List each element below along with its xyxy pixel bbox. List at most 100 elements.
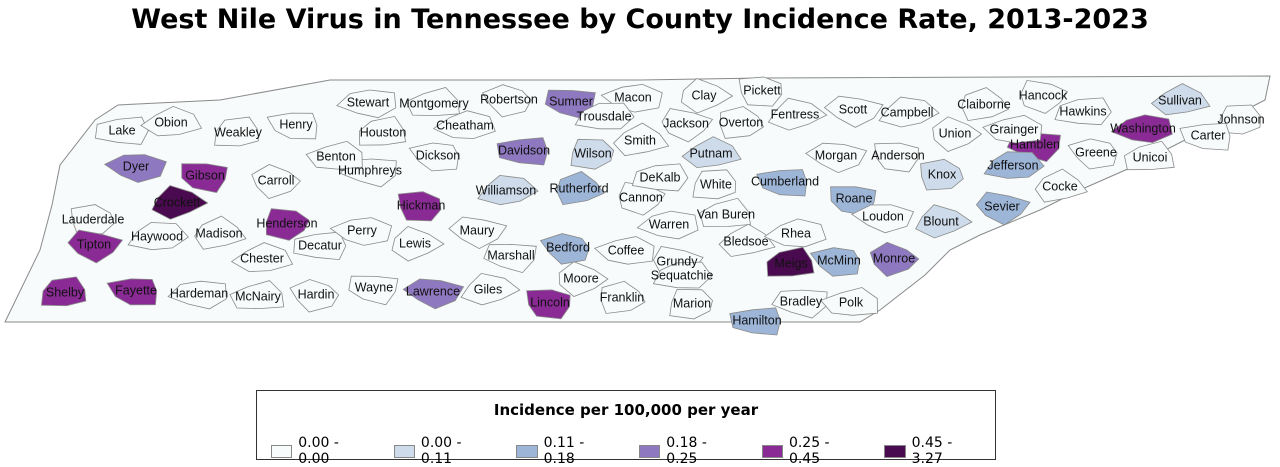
- county-label-fayette: Fayette: [115, 283, 157, 297]
- county-label-rutherford: Rutherford: [549, 181, 608, 195]
- county-label-lewis: Lewis: [399, 236, 431, 250]
- county-warren: [636, 210, 699, 240]
- county-label-unicoi: Unicoi: [1133, 150, 1168, 164]
- county-label-anderson: Anderson: [871, 148, 925, 162]
- legend-swatch: [393, 444, 415, 458]
- county-greene: [1067, 138, 1118, 170]
- county-label-union: Union: [939, 126, 972, 140]
- county-anderson: [874, 142, 919, 173]
- county-label-bedford: Bedford: [546, 240, 590, 254]
- county-dekalb: [631, 163, 689, 192]
- legend-label: 0.18 - 0.25: [666, 435, 707, 467]
- county-label-wayne: Wayne: [355, 280, 393, 294]
- county-label-jackson: Jackson: [663, 116, 709, 130]
- county-sequatchie: [652, 261, 713, 289]
- county-morgan: [805, 142, 868, 174]
- county-label-roane: Roane: [836, 191, 873, 205]
- county-dyer: [103, 154, 167, 183]
- county-label-white: White: [700, 177, 732, 191]
- legend-swatch: [761, 444, 783, 458]
- county-hickman: [397, 191, 442, 222]
- county-label-grundy: Grundy: [657, 254, 699, 268]
- county-label-hickman: Hickman: [397, 198, 446, 212]
- county-clay: [680, 78, 734, 114]
- county-robertson: [481, 84, 532, 118]
- legend-item: 0.45 - 3.27: [884, 435, 985, 467]
- county-label-rhea: Rhea: [781, 226, 811, 240]
- county-label-hardin: Hardin: [298, 287, 335, 301]
- county-scott: [823, 95, 884, 128]
- county-label-warren: Warren: [649, 217, 690, 231]
- county-franklin: [600, 280, 646, 314]
- county-label-lincoln: Lincoln: [530, 295, 570, 309]
- legend-label: 0.11 - 0.18: [543, 435, 585, 467]
- county-campbell: [878, 96, 940, 128]
- county-rutherford: [556, 171, 605, 206]
- legend-item: 0.00 - 0.11: [393, 435, 495, 467]
- county-label-scott: Scott: [839, 102, 868, 116]
- county-unicoi: [1123, 140, 1175, 171]
- legend-items: 0.00 - 0.00 0.00 - 0.11 0.11 - 0.18 0.18 - …: [271, 435, 985, 467]
- county-hawkins: [1054, 97, 1112, 126]
- county-label-tipton: Tipton: [77, 237, 111, 251]
- county-cumberland: [756, 169, 808, 197]
- county-hancock: [1020, 79, 1069, 114]
- county-label-hardeman: Hardeman: [170, 286, 228, 300]
- legend-item: 0.11 - 0.18: [516, 435, 617, 467]
- county-label-moore: Moore: [563, 271, 598, 285]
- county-crockett: [151, 185, 209, 220]
- county-label-trousdale: Trousdale: [576, 109, 631, 123]
- county-label-madison: Madison: [195, 226, 242, 240]
- county-label-fentress: Fentress: [771, 107, 820, 121]
- county-label-weakley: Weakley: [214, 125, 262, 139]
- county-weakley: [214, 116, 259, 147]
- county-label-carter: Carter: [1191, 128, 1226, 142]
- legend-item: 0.25 - 0.45: [761, 435, 863, 467]
- county-pickett: [738, 76, 783, 107]
- county-shelby: [41, 276, 87, 307]
- county-cocke: [1034, 168, 1088, 203]
- county-label-marion: Marion: [673, 296, 711, 310]
- county-label-hawkins: Hawkins: [1059, 104, 1106, 118]
- county-label-henderson: Henderson: [256, 216, 317, 230]
- county-stewart: [336, 89, 397, 119]
- county-label-haywood: Haywood: [131, 229, 183, 243]
- county-label-franklin: Franklin: [600, 290, 645, 304]
- county-meigs: [766, 246, 815, 277]
- county-label-loudon: Loudon: [862, 209, 904, 223]
- county-label-dickson: Dickson: [416, 148, 461, 162]
- county-maury: [448, 216, 508, 250]
- county-label-sequatchie: Sequatchie: [651, 268, 714, 282]
- county-grainger: [982, 114, 1043, 144]
- county-van-buren: [699, 197, 751, 228]
- county-label-bradley: Bradley: [780, 294, 823, 308]
- county-label-chester: Chester: [240, 251, 284, 265]
- county-polk: [820, 287, 878, 316]
- county-label-morgan: Morgan: [815, 148, 857, 162]
- county-label-cumberland: Cumberland: [751, 174, 819, 188]
- legend-swatch: [884, 444, 906, 458]
- county-coffee: [593, 236, 655, 265]
- county-label-cheatham: Cheatham: [436, 118, 494, 132]
- county-fentress: [767, 97, 828, 131]
- tennessee-county-map: Lake Obion Weakley Henry Stewart Montgomery Ro…: [4, 75, 1271, 336]
- county-label-mcnairy: McNairy: [235, 289, 282, 303]
- county-monroe: [869, 241, 920, 277]
- county-label-marshall: Marshall: [487, 248, 534, 262]
- county-label-lauderdale: Lauderdale: [62, 212, 125, 226]
- map-title: West Nile Virus in Tennessee by County I…: [131, 4, 1149, 35]
- county-label-overton: Overton: [719, 115, 764, 129]
- county-houston: [358, 115, 407, 146]
- county-label-humphreys: Humphreys: [338, 163, 402, 177]
- county-williamson: [477, 174, 539, 206]
- county-label-greene: Greene: [1075, 145, 1117, 159]
- county-label-polk: Polk: [839, 295, 864, 309]
- county-label-cocke: Cocke: [1042, 179, 1077, 193]
- county-bledsoe: [718, 223, 776, 257]
- legend-swatch: [639, 444, 661, 458]
- county-benton: [305, 140, 363, 170]
- county-sullivan: [1150, 83, 1211, 116]
- county-label-van-buren: Van Buren: [697, 207, 755, 221]
- county-label-gibson: Gibson: [185, 168, 225, 182]
- county-mcnairy: [229, 280, 285, 310]
